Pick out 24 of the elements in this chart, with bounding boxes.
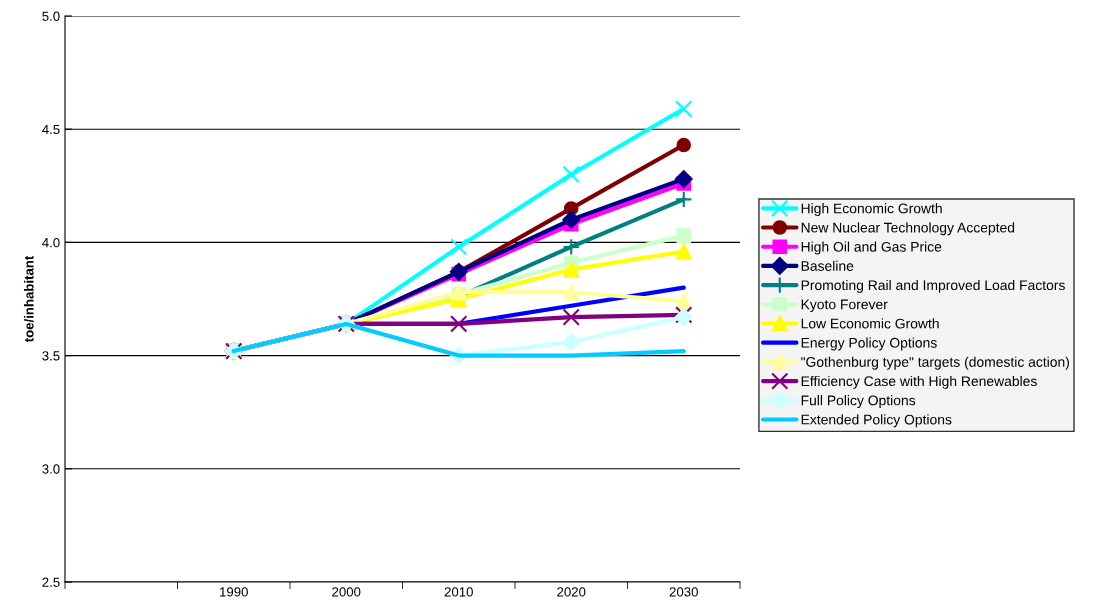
y-tick-label: 4.0 bbox=[42, 237, 60, 248]
legend-label: High Oil and Gas Price bbox=[801, 241, 942, 255]
legend-label: Efficiency Case with High Renewables bbox=[801, 375, 1037, 389]
legend-label: New Nuclear Technology Accepted bbox=[801, 222, 1015, 236]
legend-label: Low Economic Growth bbox=[801, 318, 939, 329]
legend-label: Kyoto Forever bbox=[801, 299, 888, 313]
legend-label: Full Policy Options bbox=[801, 395, 916, 409]
legend-label: Energy Policy Options bbox=[801, 337, 937, 351]
legend-label: Promoting Rail and Improved Load Factors bbox=[801, 279, 1065, 293]
x-tick-label: 2020 bbox=[557, 587, 586, 597]
y-tick-label: 3.0 bbox=[42, 464, 60, 474]
x-tick-label: 2000 bbox=[332, 587, 361, 597]
y-tick-label: 5.0 bbox=[42, 11, 60, 21]
x-tick-label: 2030 bbox=[669, 587, 698, 597]
legend-label: Extended Policy Options bbox=[801, 414, 952, 428]
x-tick-label: 1990 bbox=[220, 587, 248, 597]
y-tick-label: 4.5 bbox=[42, 124, 60, 135]
y-tick-label: 3.5 bbox=[42, 351, 60, 361]
legend-label: "Gothenburg type" targets (domestic action) bbox=[801, 356, 1069, 370]
y-tick-label: 2.5 bbox=[42, 577, 60, 587]
y-axis-title: toe/inhabitant bbox=[23, 255, 34, 343]
legend-label: Baseline bbox=[801, 260, 854, 271]
x-tick-label: 2010 bbox=[444, 587, 473, 597]
legend-label: High Economic Growth bbox=[801, 203, 942, 217]
